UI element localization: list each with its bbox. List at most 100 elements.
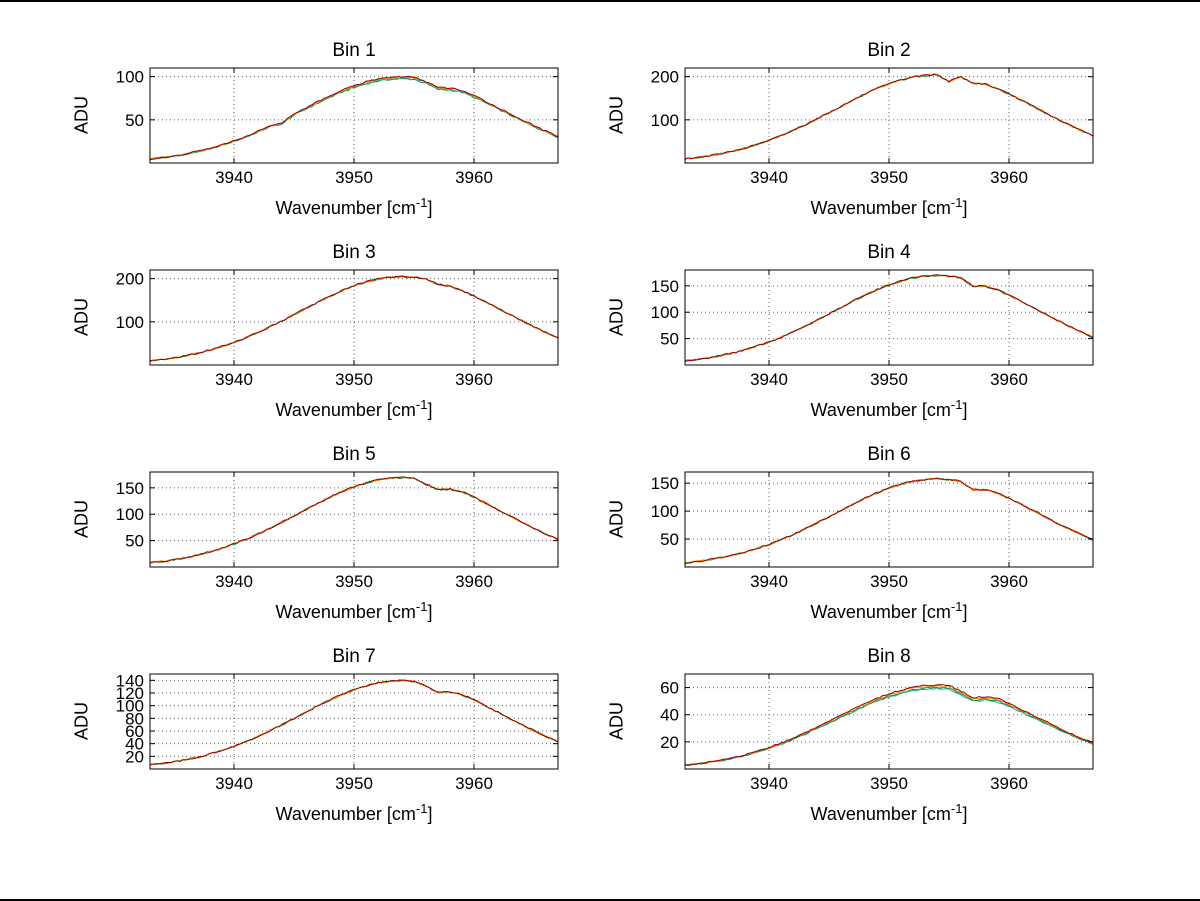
x-axis-label: Wavenumber [cm-1] <box>150 393 558 422</box>
x-tick-label: 3950 <box>335 774 373 793</box>
spectrum-line-trace-darkred <box>685 477 1093 565</box>
y-axis-label: ADU <box>605 671 629 797</box>
x-axis-label-suffix: ] <box>427 400 433 420</box>
x-tick-label: 3960 <box>990 572 1028 591</box>
x-tick-label: 3960 <box>455 572 493 591</box>
x-axis-label-suffix: ] <box>962 400 968 420</box>
y-tick-label: 50 <box>660 530 679 549</box>
y-axis-label-text: ADU <box>71 95 92 135</box>
y-tick-label: 60 <box>660 679 679 698</box>
y-axis-label: ADU <box>605 469 629 595</box>
x-axis-label-superscript: -1 <box>415 195 428 210</box>
subplot-title: Bin 5 <box>332 444 376 465</box>
x-tick-label: 3950 <box>335 168 373 187</box>
y-tick-label: 40 <box>125 735 144 754</box>
plot-area-bin-2: 100 200 3940 3950 3960 <box>651 67 1094 187</box>
x-axis-label-text: Wavenumber [cm <box>275 804 416 824</box>
x-tick-label: 3960 <box>990 168 1028 187</box>
plot-area-bin-1: 50 100 3940 3950 3960 <box>116 67 559 187</box>
subplot-bin-1: Bin 1 ADU 50 100 3940 3950 3960 Wavenumber [… <box>70 40 564 220</box>
x-tick-label: 3940 <box>750 774 788 793</box>
y-tick-label: 50 <box>125 532 144 551</box>
figure-grid: Bin 1 ADU 50 100 3940 3950 3960 Wavenumber [… <box>0 2 1200 826</box>
x-axis-label-text: Wavenumber [cm <box>810 400 951 420</box>
y-axis-label-text: ADU <box>606 701 627 741</box>
y-tick-label: 200 <box>116 270 144 289</box>
y-tick-label: 40 <box>660 706 679 725</box>
y-tick-label: 60 <box>125 722 144 741</box>
y-tick-label: 200 <box>651 68 679 87</box>
spectrum-line-trace-darkred <box>685 73 1093 161</box>
y-axis-label: ADU <box>605 267 629 393</box>
y-tick-label: 50 <box>125 111 144 130</box>
subplot-title: Bin 2 <box>867 40 911 61</box>
plot-area-bin-6: 50 100 150 3940 3950 3960 <box>651 471 1094 591</box>
subplot-bin-8: Bin 8 ADU 20 40 60 3940 3950 3960 Wavenumber … <box>605 646 1099 826</box>
x-tick-label: 3950 <box>335 370 373 389</box>
x-axis-label-suffix: ] <box>962 804 968 824</box>
subplot-bin-4: Bin 4 ADU 50 100 150 3940 3950 3960 Wavenumbe… <box>605 242 1099 422</box>
x-axis-label-suffix: ] <box>427 198 433 218</box>
x-axis-label-text: Wavenumber [cm <box>275 400 416 420</box>
y-axis-label: ADU <box>605 65 629 191</box>
spectrum-line-trace-darkred <box>150 275 558 362</box>
x-tick-label: 3950 <box>335 572 373 591</box>
spectrum-line-trace-darkred <box>150 75 558 161</box>
plot-area-bin-8: 20 40 60 3940 3950 3960 <box>660 673 1094 793</box>
x-tick-label: 3950 <box>870 572 908 591</box>
x-tick-label: 3960 <box>990 774 1028 793</box>
y-tick-label: 140 <box>116 671 144 690</box>
y-axis-label-text: ADU <box>71 297 92 337</box>
x-tick-label: 3960 <box>455 774 493 793</box>
subplot-title: Bin 7 <box>332 646 376 667</box>
plot-area-bin-5: 50 100 150 3940 3950 3960 <box>116 471 559 591</box>
x-axis-label-superscript: -1 <box>950 195 963 210</box>
x-axis-label-superscript: -1 <box>950 397 963 412</box>
subplot-bin-5: Bin 5 ADU 50 100 150 3940 3950 3960 Wavenumbe… <box>70 444 564 624</box>
x-axis-label-suffix: ] <box>427 804 433 824</box>
y-tick-label: 100 <box>116 505 144 524</box>
subplot-title: Bin 1 <box>332 40 376 61</box>
x-axis-label: Wavenumber [cm-1] <box>685 595 1093 624</box>
y-tick-label: 100 <box>651 111 679 130</box>
x-axis-label-text: Wavenumber [cm <box>275 198 416 218</box>
y-axis-label-text: ADU <box>71 701 92 741</box>
x-axis-label-text: Wavenumber [cm <box>275 602 416 622</box>
plot-area-bin-3: 100 200 3940 3950 3960 <box>116 269 559 389</box>
x-axis-label: Wavenumber [cm-1] <box>150 797 558 826</box>
y-tick-label: 150 <box>651 474 679 493</box>
x-axis-label-superscript: -1 <box>415 397 428 412</box>
x-tick-label: 3950 <box>870 370 908 389</box>
plot-area-bin-4: 50 100 150 3940 3950 3960 <box>651 269 1094 389</box>
y-tick-label: 20 <box>660 733 679 752</box>
x-axis-label-suffix: ] <box>962 198 968 218</box>
x-axis-label-text: Wavenumber [cm <box>810 804 951 824</box>
subplot-title: Bin 4 <box>867 242 911 263</box>
x-tick-label: 3940 <box>215 572 253 591</box>
y-tick-label: 100 <box>651 303 679 322</box>
y-axis-label: ADU <box>70 65 94 191</box>
x-axis-label-superscript: -1 <box>415 599 428 614</box>
y-tick-label: 20 <box>125 747 144 766</box>
spectrum-line-trace-darkred <box>150 679 558 765</box>
y-tick-label: 150 <box>116 479 144 498</box>
y-tick-label: 150 <box>651 277 679 296</box>
y-tick-label: 100 <box>116 68 144 87</box>
x-axis-label-suffix: ] <box>962 602 968 622</box>
x-tick-label: 3940 <box>215 168 253 187</box>
x-axis-label-superscript: -1 <box>415 801 428 816</box>
x-tick-label: 3940 <box>750 370 788 389</box>
x-axis-label-superscript: -1 <box>950 801 963 816</box>
y-axis-label-text: ADU <box>71 499 92 539</box>
x-axis-label: Wavenumber [cm-1] <box>150 595 558 624</box>
y-axis-label-text: ADU <box>606 95 627 135</box>
subplot-title: Bin 8 <box>867 646 911 667</box>
x-tick-label: 3960 <box>990 370 1028 389</box>
y-axis-label-text: ADU <box>606 297 627 337</box>
spectrum-line-trace-darkred <box>150 476 558 564</box>
x-tick-label: 3940 <box>215 774 253 793</box>
x-axis-label-suffix: ] <box>427 602 433 622</box>
x-axis-label: Wavenumber [cm-1] <box>685 191 1093 220</box>
y-tick-label: 50 <box>660 330 679 349</box>
x-tick-label: 3940 <box>750 168 788 187</box>
